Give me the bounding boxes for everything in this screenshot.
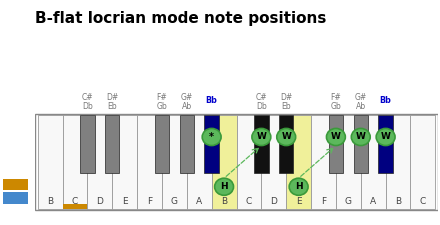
Bar [261, 115, 286, 209]
Text: Bb: Bb [380, 96, 392, 105]
Bar [378, 115, 393, 173]
Text: C: C [246, 197, 252, 206]
Text: G#: G# [181, 93, 193, 102]
Text: A: A [196, 197, 202, 206]
Text: W: W [331, 133, 341, 142]
Text: F#: F# [330, 93, 341, 102]
Bar [187, 115, 212, 209]
Text: H: H [220, 182, 228, 191]
Bar [254, 115, 268, 173]
Text: *: * [209, 132, 214, 142]
Bar [329, 115, 343, 173]
Bar [279, 115, 293, 173]
Text: F: F [321, 197, 326, 206]
Bar [155, 115, 169, 173]
Bar [62, 204, 88, 209]
Text: F#: F# [157, 93, 167, 102]
Text: Gb: Gb [330, 102, 341, 111]
Text: H: H [295, 182, 302, 191]
Text: E: E [122, 197, 128, 206]
Text: C: C [72, 197, 78, 206]
Text: G: G [171, 197, 178, 206]
Text: W: W [381, 133, 391, 142]
Circle shape [326, 128, 345, 146]
Bar [311, 115, 336, 209]
Bar [354, 115, 368, 173]
Text: D#: D# [106, 93, 118, 102]
Text: F: F [147, 197, 152, 206]
Circle shape [202, 128, 221, 146]
Bar [137, 115, 162, 209]
Text: Ab: Ab [356, 102, 366, 111]
Text: A: A [370, 197, 376, 206]
Bar [385, 115, 411, 209]
Bar [80, 115, 95, 173]
Bar [3, 179, 28, 190]
Text: G: G [345, 197, 352, 206]
Circle shape [376, 128, 395, 146]
Text: basicmusictheory.com: basicmusictheory.com [13, 75, 18, 141]
Circle shape [277, 128, 296, 146]
Bar [361, 115, 385, 209]
Bar [162, 115, 187, 209]
Text: C#: C# [256, 93, 267, 102]
Bar [411, 115, 435, 209]
Bar [205, 115, 219, 173]
Bar [336, 115, 361, 209]
Bar [180, 115, 194, 173]
Text: Eb: Eb [107, 102, 117, 111]
Text: Eb: Eb [282, 102, 291, 111]
Bar [212, 115, 237, 209]
Bar [112, 115, 137, 209]
Text: W: W [257, 133, 266, 142]
Text: B-flat locrian mode note positions: B-flat locrian mode note positions [35, 11, 326, 26]
Circle shape [351, 128, 370, 146]
Text: D: D [270, 197, 277, 206]
Text: G#: G# [355, 93, 367, 102]
Bar [88, 115, 112, 209]
Bar [105, 115, 119, 173]
Text: Ab: Ab [182, 102, 192, 111]
Text: Db: Db [82, 102, 93, 111]
Bar [62, 115, 88, 209]
Text: B: B [47, 197, 53, 206]
Text: Bb: Bb [206, 96, 218, 105]
Circle shape [252, 128, 271, 146]
Text: B: B [221, 197, 227, 206]
Text: E: E [296, 197, 301, 206]
Text: Db: Db [256, 102, 267, 111]
Text: B: B [395, 197, 401, 206]
Circle shape [289, 178, 308, 195]
Text: C#: C# [81, 93, 93, 102]
Bar [237, 115, 261, 209]
Circle shape [215, 178, 234, 195]
Bar [38, 115, 62, 209]
Text: W: W [356, 133, 366, 142]
Text: D#: D# [280, 93, 292, 102]
Bar [3, 192, 28, 204]
Text: W: W [281, 133, 291, 142]
Text: D: D [96, 197, 103, 206]
Text: C: C [420, 197, 426, 206]
Bar [286, 115, 311, 209]
Text: Gb: Gb [157, 102, 167, 111]
